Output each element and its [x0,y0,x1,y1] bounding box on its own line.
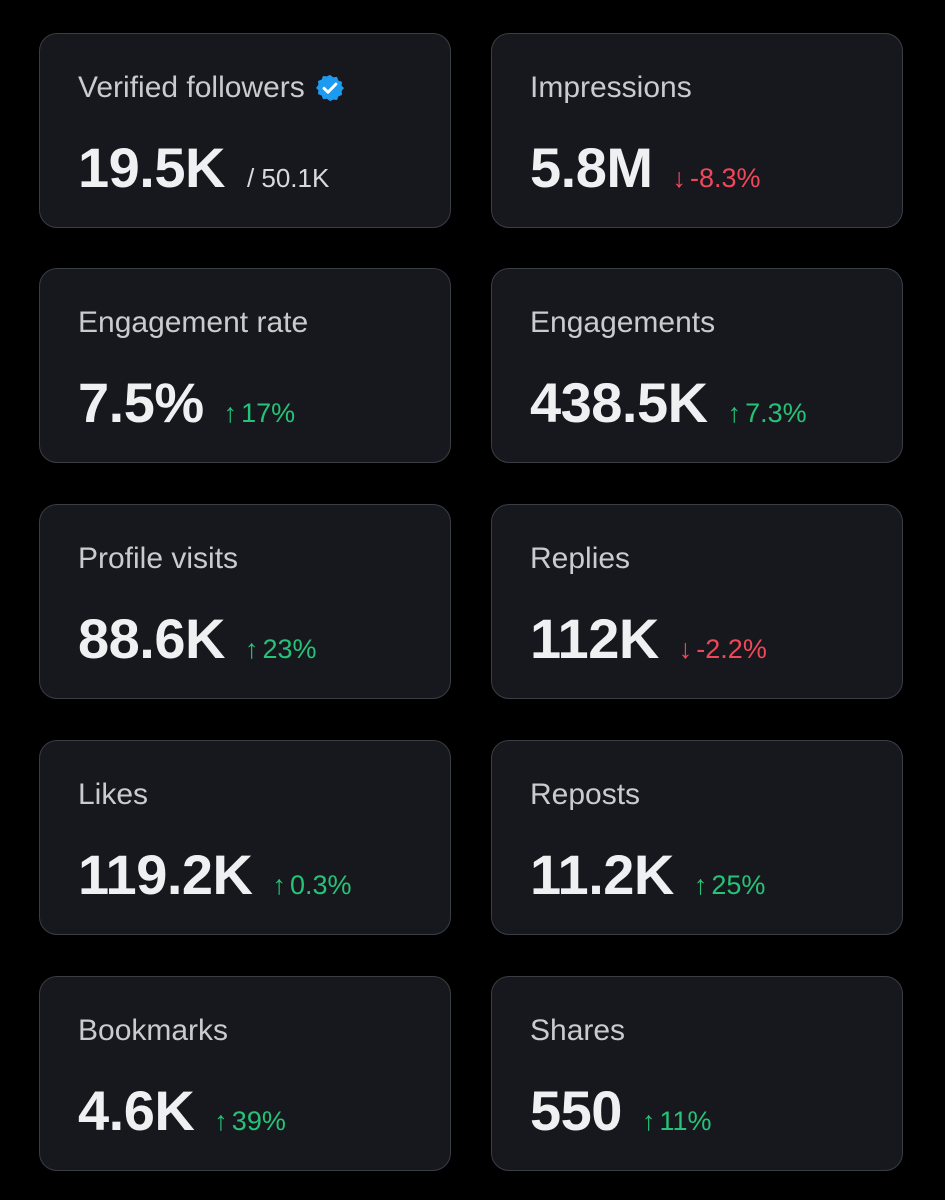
change-indicator: ↑ 17% [224,398,296,429]
verified-badge-icon [315,74,344,102]
card-value-row: 5.8M ↓ -8.3% [530,136,761,200]
change-indicator: ↑ 7.3% [728,398,807,429]
card-value-row: 119.2K ↑ 0.3% [78,843,352,907]
card-header: Impressions [530,70,692,106]
card-value: 19.5K [78,136,225,199]
change-indicator: ↑ 25% [694,870,766,901]
card-value: 4.6K [78,1079,195,1142]
card-value-row: 550 ↑ 11% [530,1079,711,1143]
card-header: Engagements [530,305,715,341]
change-value: 11% [659,1106,712,1136]
card-header: Bookmarks [78,1013,228,1049]
change-value: 25% [711,870,766,900]
card-header: Engagement rate [78,305,308,341]
card-likes[interactable]: Likes 119.2K ↑ 0.3% [39,740,451,935]
card-bookmarks[interactable]: Bookmarks 4.6K ↑ 39% [39,976,451,1171]
card-engagements[interactable]: Engagements 438.5K ↑ 7.3% [491,268,903,463]
card-value-row: 88.6K ↑ 23% [78,607,316,671]
card-label: Impressions [530,71,692,104]
change-value: 17% [241,398,296,428]
card-label: Verified followers [78,71,305,104]
card-reposts[interactable]: Reposts 11.2K ↑ 25% [491,740,903,935]
card-value: 11.2K [530,843,674,906]
arrow-up-icon: ↑ [727,398,742,428]
card-label: Profile visits [78,542,239,575]
card-value: 5.8M [530,136,653,199]
change-value: 23% [262,634,317,664]
card-header: Replies [530,541,630,577]
card-value: 7.5% [78,371,204,434]
card-header: Shares [530,1013,625,1049]
card-header: Reposts [530,777,640,813]
card-value: 88.6K [78,607,225,670]
change-indicator: ↑ 11% [642,1106,712,1137]
arrow-up-icon: ↑ [641,1106,656,1136]
arrow-down-icon: ↓ [672,163,687,193]
card-value-row: 7.5% ↑ 17% [78,371,295,435]
change-value: 7.3% [745,398,807,428]
card-value: 550 [530,1079,622,1142]
card-engagement-rate[interactable]: Engagement rate 7.5% ↑ 17% [39,268,451,463]
arrow-up-icon: ↑ [272,870,287,900]
arrow-up-icon: ↑ [693,870,708,900]
change-indicator: ↓ -2.2% [679,634,767,665]
arrow-up-icon: ↑ [214,1106,228,1136]
card-total: / 50.1K [246,163,330,193]
card-shares[interactable]: Shares 550 ↑ 11% [491,976,903,1171]
card-label: Engagement rate [78,306,309,339]
card-profile-visits[interactable]: Profile visits 88.6K ↑ 23% [39,504,451,699]
card-value-row: 4.6K ↑ 39% [78,1079,286,1143]
card-label: Shares [530,1014,626,1047]
arrow-up-icon: ↑ [223,398,238,428]
card-value: 112K [530,607,659,670]
card-label: Engagements [530,306,716,339]
card-value-row: 112K ↓ -2.2% [530,607,767,671]
arrow-down-icon: ↓ [678,634,693,664]
card-value-row: 438.5K ↑ 7.3% [530,371,807,435]
change-value: 39% [231,1106,286,1136]
change-indicator: ↓ -8.3% [673,163,761,194]
card-impressions[interactable]: Impressions 5.8M ↓ -8.3% [491,33,903,228]
arrow-up-icon: ↑ [244,634,259,664]
card-value-row: 11.2K ↑ 25% [530,843,765,907]
card-header: Likes [78,777,148,813]
change-value: 0.3% [290,870,352,900]
card-header: Profile visits [78,541,238,577]
card-label: Reposts [530,778,641,811]
card-header: Verified followers [78,70,345,106]
change-value: -2.2% [696,634,767,664]
card-value: 438.5K [530,371,708,434]
card-replies[interactable]: Replies 112K ↓ -2.2% [491,504,903,699]
change-value: -8.3% [690,163,761,193]
change-indicator: ↑ 39% [214,1106,286,1137]
card-verified-followers[interactable]: Verified followers 19.5K / 50.1K [39,33,451,228]
card-value-row: 19.5K / 50.1K [78,136,329,200]
change-indicator: ↑ 0.3% [273,870,352,901]
change-indicator: ↑ 23% [245,634,317,665]
card-label: Likes [78,778,149,811]
card-value: 119.2K [78,843,253,906]
card-label: Replies [530,542,631,575]
card-label: Bookmarks [78,1014,229,1047]
